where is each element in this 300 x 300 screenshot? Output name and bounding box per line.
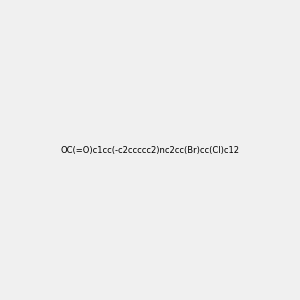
Text: OC(=O)c1cc(-c2ccccc2)nc2cc(Br)cc(Cl)c12: OC(=O)c1cc(-c2ccccc2)nc2cc(Br)cc(Cl)c12 <box>61 146 239 154</box>
